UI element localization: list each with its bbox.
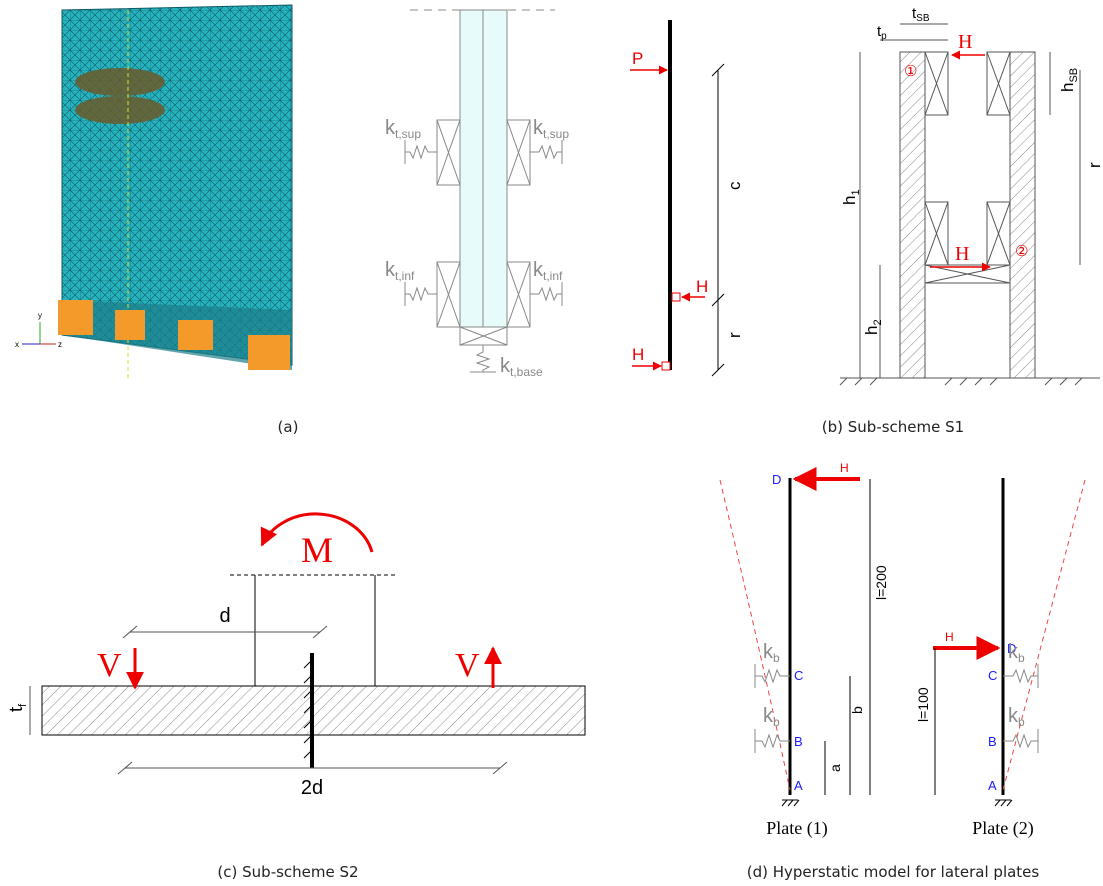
moment-label: M <box>301 530 333 570</box>
load-label: H <box>632 345 644 364</box>
node-label: D <box>772 472 781 487</box>
node-label: C <box>988 668 997 683</box>
dimension-label: l=200 <box>873 565 889 600</box>
load-label: H <box>840 461 849 475</box>
load-label: P <box>632 49 643 68</box>
dimension-label: l=100 <box>915 687 931 722</box>
caption: (a) <box>278 418 299 436</box>
spring-label: kt,sup <box>385 117 421 141</box>
fe-model: y x z <box>15 5 292 380</box>
load-label: H <box>958 31 972 53</box>
load-label: H <box>945 630 954 644</box>
caption: (d) Hyperstatic model for lateral plates <box>747 863 1040 881</box>
dimension-label: tp <box>877 23 887 42</box>
node-number: ② <box>1015 243 1028 260</box>
dimension-label: r <box>725 332 744 338</box>
load-label: H <box>955 243 969 265</box>
node-label: B <box>988 734 997 749</box>
node-label: A <box>988 778 997 793</box>
spring-label: kb <box>1008 705 1025 729</box>
axis-label: y <box>38 311 42 320</box>
axis-label: x <box>15 340 19 349</box>
node-label: C <box>794 668 803 683</box>
dimension-label: h2 <box>862 319 884 335</box>
axis-label: z <box>58 340 62 349</box>
dimension-label: a <box>827 764 843 772</box>
figure: y x z kt,sup kt,sup kt,inf kt,inf kt,bas… <box>0 0 1103 886</box>
dimension-label: c <box>725 181 744 190</box>
dimension-label: b <box>849 706 865 714</box>
load-label: H <box>696 277 708 296</box>
node-label: A <box>794 778 803 793</box>
dimension-label: 2d <box>301 777 323 799</box>
spring-label: kb <box>1008 641 1025 665</box>
dimension-label: d <box>219 605 230 627</box>
beam-scheme <box>630 20 724 376</box>
dimension-label: r <box>1085 162 1103 168</box>
caption: (c) Sub-scheme S2 <box>217 863 358 881</box>
dimension-label: tf <box>6 703 29 712</box>
plate-caption: Plate (2) <box>972 818 1033 839</box>
spring-label: kt,base <box>500 355 543 379</box>
spring-label: kb <box>763 705 780 729</box>
spring-label: kt,sup <box>533 117 569 141</box>
dimension-label: h1 <box>840 189 862 205</box>
shear-label: V <box>97 647 122 684</box>
spring-label: kt,inf <box>385 259 415 283</box>
caption: (b) Sub-scheme S1 <box>822 418 964 436</box>
node-number: ① <box>904 63 917 80</box>
plates <box>720 478 1085 806</box>
spring-label: kt,inf <box>533 259 563 283</box>
node-label: B <box>794 734 803 749</box>
plate-caption: Plate (1) <box>766 818 827 839</box>
spring-model <box>405 10 562 372</box>
shear-label: V <box>455 647 480 684</box>
dimension-label: hSB <box>1058 68 1080 92</box>
dimension-label: tSB <box>912 5 930 24</box>
spring-label: kb <box>763 641 780 665</box>
